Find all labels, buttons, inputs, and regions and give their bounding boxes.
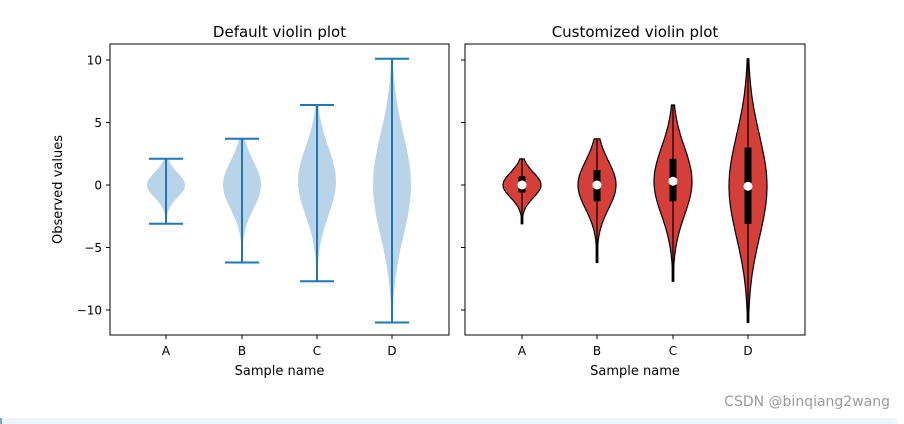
x-tick-label: C (313, 344, 321, 358)
y-tick-label: −5 (84, 241, 102, 255)
right-axes: Customized violin plot A B C D Sample name (461, 23, 806, 379)
left-xlabel: Sample name (235, 364, 325, 379)
left-title: Default violin plot (213, 23, 346, 41)
y-tick-label: 10 (87, 54, 102, 68)
x-tick-label: B (238, 344, 246, 358)
bottom-bar (0, 418, 897, 424)
y-tick-label: −10 (77, 304, 102, 318)
x-tick-label: D (743, 344, 752, 358)
right-title: Customized violin plot (552, 23, 719, 41)
x-tick-label: A (518, 344, 527, 358)
right-violins (502, 58, 768, 324)
left-y-ticks: 10 5 0 −5 −10 (77, 54, 110, 318)
y-tick-label: 0 (94, 179, 102, 193)
violin-median-A (517, 180, 527, 190)
x-tick-label: C (669, 344, 677, 358)
x-tick-label: B (593, 344, 601, 358)
left-violins (147, 57, 411, 324)
watermark: CSDN @binqiang2wang (724, 394, 890, 410)
left-axes: Default violin plot 10 5 0 −5 −10 A B C D Sampl… (51, 23, 450, 379)
left-x-ticks: A B C D (162, 335, 397, 358)
violin-median-D (743, 181, 753, 191)
right-xlabel: Sample name (590, 364, 680, 379)
violin-median-C (668, 176, 678, 186)
right-y-ticks (461, 59, 465, 311)
right-x-ticks: A B C D (518, 335, 753, 358)
left-ylabel: Observed values (51, 135, 66, 244)
right-plot-frame (464, 43, 806, 336)
x-tick-label: A (162, 344, 171, 358)
left-plot-frame (109, 43, 450, 336)
violin-median-B (592, 180, 602, 190)
y-tick-label: 5 (94, 116, 102, 130)
x-tick-label: D (387, 344, 396, 358)
